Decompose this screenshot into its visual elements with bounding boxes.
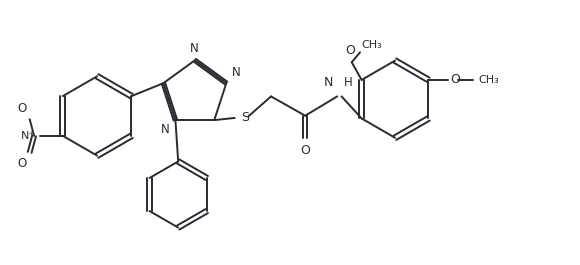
- Text: O: O: [18, 157, 27, 170]
- Text: CH₃: CH₃: [362, 40, 382, 50]
- Text: CH₃: CH₃: [478, 75, 499, 85]
- Text: O: O: [451, 73, 461, 86]
- Text: N: N: [190, 42, 198, 55]
- Text: O: O: [300, 144, 310, 157]
- Text: N⁺: N⁺: [21, 131, 35, 141]
- Text: H: H: [344, 76, 353, 89]
- Text: N: N: [324, 76, 333, 89]
- Text: N: N: [161, 123, 170, 136]
- Text: S: S: [241, 111, 249, 124]
- Text: O: O: [18, 102, 27, 115]
- Text: O: O: [346, 44, 356, 57]
- Text: N: N: [232, 66, 241, 79]
